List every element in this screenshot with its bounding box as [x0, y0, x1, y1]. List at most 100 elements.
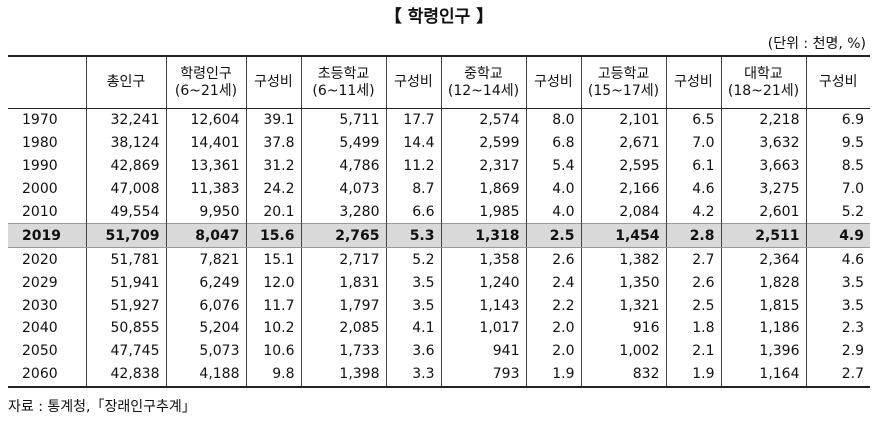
value-cell: 9,950	[165, 200, 246, 224]
table-row: 2019 51,709 8,047 15.6 2,765 5.3 1,318 2.5 1,454…	[8, 223, 870, 249]
value-cell: 1,318	[440, 223, 526, 249]
value-cell: 8,047	[165, 223, 246, 249]
value-cell: 2.2	[525, 294, 581, 318]
value-cell: 51,941	[85, 271, 166, 295]
value-cell: 1.9	[525, 362, 581, 388]
value-cell: 4,786	[300, 154, 386, 178]
value-cell: 4.1	[385, 317, 441, 340]
value-cell: 2,218	[720, 108, 806, 132]
value-cell: 42,838	[85, 362, 166, 388]
table-row: 2029 51,941 6,249 12.0 1,831 3.5 1,240 2.4 1,350…	[8, 271, 870, 295]
value-cell: 1,454	[580, 223, 666, 249]
value-cell: 3,280	[300, 200, 386, 224]
year-cell: 1980	[22, 135, 58, 152]
value-cell: 3,275	[720, 177, 806, 201]
value-cell: 1,186	[720, 317, 806, 340]
value-cell: 1,869	[440, 177, 526, 201]
value-cell: 5,204	[165, 317, 246, 340]
header-cell	[8, 55, 86, 109]
value-cell: 2.9	[805, 339, 870, 363]
header-cell: 대학교 (18~21세)	[720, 55, 806, 109]
value-cell: 1,164	[720, 362, 806, 388]
value-cell: 9.8	[245, 362, 301, 388]
value-cell: 39.1	[245, 108, 301, 132]
value-cell: 4.0	[525, 200, 581, 224]
year-cell: 2000	[22, 181, 58, 198]
title: 【 학령인구 】	[384, 7, 494, 27]
table-row: 1980 38,124 14,401 37.8 5,499 14.4 2,599 6.8 2,6…	[8, 131, 870, 155]
value-cell: 5,073	[165, 339, 246, 363]
table-body: 1970 32,241 12,604 39.1 5,711 17.7 2,574 8.0 2,1…	[8, 108, 870, 388]
value-cell: 2,671	[580, 131, 666, 155]
value-cell: 3,632	[720, 131, 806, 155]
value-cell: 47,745	[85, 339, 166, 363]
table-row: 2040 50,855 5,204 10.2 2,085 4.1 1,017 2.0 916 1.…	[8, 317, 870, 340]
header-cell: 구성비	[665, 55, 721, 109]
table-row: 2010 49,554 9,950 20.1 3,280 6.6 1,985 4.0 2,084…	[8, 200, 870, 224]
value-cell: 15.1	[245, 247, 301, 272]
value-cell: 2.0	[525, 317, 581, 340]
table-row: 2020 51,781 7,821 15.1 2,717 5.2 1,358 2.6 1,382…	[8, 247, 870, 272]
value-cell: 2,511	[720, 223, 806, 249]
table-row: 1970 32,241 12,604 39.1 5,711 17.7 2,574 8.0 2,1…	[8, 108, 870, 132]
value-cell: 50,855	[85, 317, 166, 340]
value-cell: 5.2	[385, 247, 441, 272]
value-cell: 37.8	[245, 131, 301, 155]
value-cell: 3.5	[385, 294, 441, 318]
value-cell: 3.5	[805, 294, 870, 318]
value-cell: 1,350	[580, 271, 666, 295]
value-cell: 2.7	[665, 247, 721, 272]
value-cell: 8.5	[805, 154, 870, 178]
value-cell: 14.4	[385, 131, 441, 155]
value-cell: 6.9	[805, 108, 870, 132]
value-cell: 8.7	[385, 177, 441, 201]
value-cell: 24.2	[245, 177, 301, 201]
header-cell: 중학교 (12~14세)	[440, 55, 526, 109]
value-cell: 1,321	[580, 294, 666, 318]
year-cell: 2030	[22, 297, 58, 314]
table-row: 2060 42,838 4,188 9.8 1,398 3.3 793 1.9 832 1.9 1,…	[8, 362, 870, 388]
year-cell: 2010	[22, 204, 58, 220]
value-cell: 1,017	[440, 317, 526, 340]
value-cell: 6,249	[165, 271, 246, 295]
value-cell: 1.9	[665, 362, 721, 388]
value-cell: 1,815	[720, 294, 806, 318]
header-cell: 총인구	[85, 55, 166, 109]
header-cell: 초등학교 (6~11세)	[300, 55, 386, 109]
year-cell: 1970	[22, 112, 58, 129]
value-cell: 5.2	[805, 200, 870, 224]
value-cell: 6.1	[665, 154, 721, 178]
value-cell: 1,828	[720, 271, 806, 295]
value-cell: 916	[580, 317, 666, 340]
value-cell: 6.5	[665, 108, 721, 132]
value-cell: 2,085	[300, 317, 386, 340]
value-cell: 2.4	[525, 271, 581, 295]
value-cell: 2,765	[300, 223, 386, 249]
value-cell: 1,143	[440, 294, 526, 318]
value-cell: 8.0	[525, 108, 581, 132]
table-row: 1990 42,869 13,361 31.2 4,786 11.2 2,317 5.4 2,5…	[8, 154, 870, 178]
value-cell: 12,604	[165, 108, 246, 132]
value-cell: 14,401	[165, 131, 246, 155]
value-cell: 4.6	[665, 177, 721, 201]
value-cell: 1,382	[580, 247, 666, 272]
value-cell: 2.0	[525, 339, 581, 363]
source-note: 자료 : 통계청,「장래인구추계」	[8, 399, 196, 415]
year-cell: 1990	[22, 158, 58, 175]
data-table: 총인구 학령인구 (6~21세) 구성비 초등학교 (6~11세) 구성비 중학교 (12…	[8, 55, 870, 388]
value-cell: 11,383	[165, 177, 246, 201]
value-cell: 11.2	[385, 154, 441, 178]
unit-note: (단위 : 천명, %)	[767, 36, 866, 52]
value-cell: 17.7	[385, 108, 441, 132]
value-cell: 32,241	[85, 108, 166, 132]
value-cell: 10.6	[245, 339, 301, 363]
value-cell: 3.3	[385, 362, 441, 388]
value-cell: 7.0	[805, 177, 870, 201]
year-cell: 2040	[22, 320, 58, 337]
value-cell: 2.8	[665, 223, 721, 249]
value-cell: 7,821	[165, 247, 246, 272]
year-cell: 2060	[8, 362, 86, 388]
value-cell: 7.0	[665, 131, 721, 155]
value-cell: 793	[440, 362, 526, 388]
value-cell: 51,927	[85, 294, 166, 318]
